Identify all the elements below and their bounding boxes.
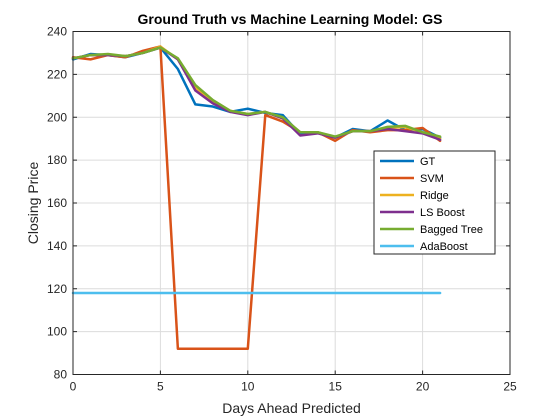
series-line-gt	[71, 46, 442, 139]
legend-entry: LS Boost	[420, 207, 465, 219]
y-tick-label: 200	[47, 110, 67, 124]
y-tick-label: 80	[54, 368, 68, 382]
x-tick-label: 0	[70, 380, 77, 394]
x-axis-label: Days Ahead Predicted	[222, 400, 361, 416]
y-tick-label: 140	[47, 239, 67, 253]
y-axis-label: Closing Price	[25, 162, 41, 245]
x-tick-label: 20	[416, 380, 430, 394]
x-tick-label: 15	[329, 380, 343, 394]
series-line-bagged-tree	[71, 46, 442, 138]
y-tick-label: 180	[47, 153, 67, 167]
y-tick-label: 220	[47, 67, 67, 81]
y-tick-label: 120	[47, 282, 67, 296]
legend-entry: GT	[420, 156, 436, 168]
legend-box	[373, 150, 496, 255]
legend-entry: Bagged Tree	[420, 224, 483, 236]
legend-entry: Ridge	[420, 190, 449, 202]
series-lines	[71, 45, 442, 351]
series-line-ls-boost	[71, 46, 442, 142]
x-tick-label: 10	[241, 380, 255, 394]
series-line-ridge	[71, 45, 442, 140]
axis-ticks: 0 5 10 15 20 25 80 100 120 140 160 180 200 220 240	[47, 25, 517, 394]
y-tick-label: 100	[47, 325, 67, 339]
legend: GT SVM Ridge LS Boost Bagged Tree AdaBoost	[373, 150, 496, 255]
x-tick-label: 5	[157, 380, 164, 394]
chart-title: Ground Truth vs Machine Learning Model: …	[138, 11, 443, 27]
legend-entry: AdaBoost	[420, 241, 468, 253]
y-tick-label: 240	[47, 25, 67, 39]
legend-entry: SVM	[420, 173, 444, 185]
y-tick-label: 160	[47, 196, 67, 210]
x-tick-label: 25	[503, 380, 517, 394]
